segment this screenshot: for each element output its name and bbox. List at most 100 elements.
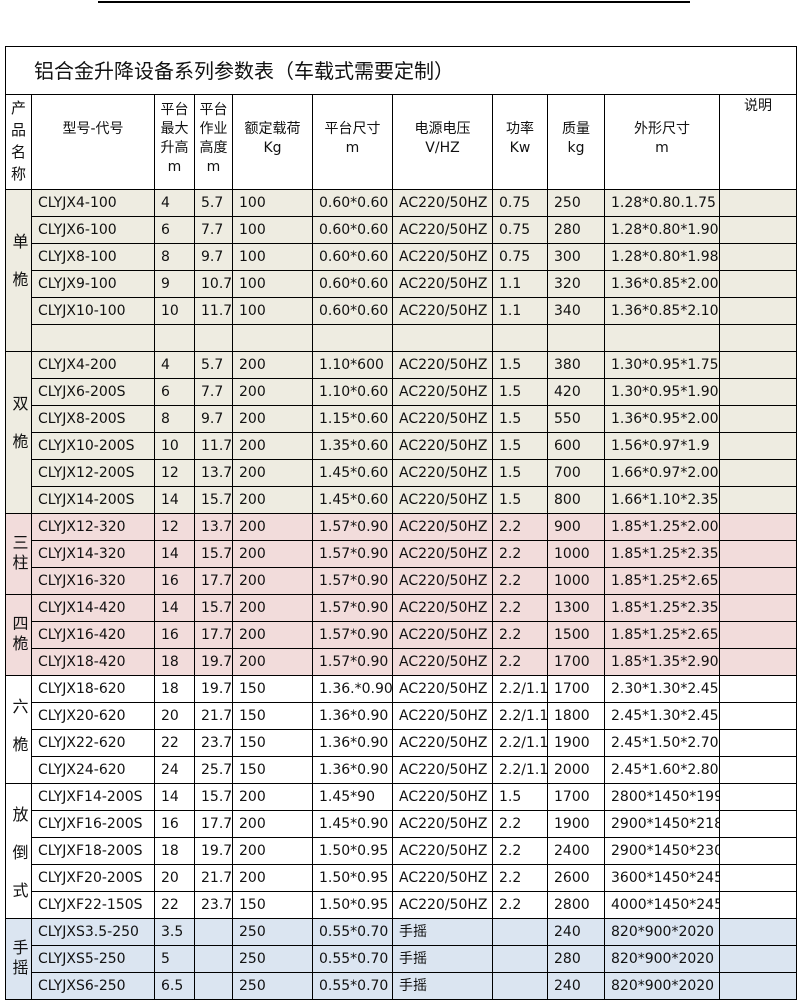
- cell: 1.5: [493, 379, 548, 406]
- cell: [195, 973, 233, 1000]
- cell: 1.28*0.80*1.98: [605, 244, 720, 271]
- header-line: kg: [567, 140, 585, 156]
- group-label-text: 三柱: [9, 534, 29, 574]
- cell: 100: [233, 217, 313, 244]
- cell: CLYJX14-320: [32, 541, 155, 568]
- cell: 21.7: [195, 865, 233, 892]
- cell: 18: [155, 649, 195, 676]
- cell: AC220/50HZ: [393, 244, 493, 271]
- cell: 2800*1450*199: [605, 784, 720, 811]
- cell: 9: [155, 271, 195, 298]
- cell: 2.2/1.1: [493, 703, 548, 730]
- cell: 2.45*1.50*2.70: [605, 730, 720, 757]
- cell: 1.10*600: [313, 352, 393, 379]
- cell: CLYJXS5-250: [32, 946, 155, 973]
- cell: CLYJX12-320: [32, 514, 155, 541]
- cell: 380: [548, 352, 605, 379]
- cell: 0.60*0.60: [313, 271, 393, 298]
- cell: 1.28*0.80.1.75: [605, 190, 720, 217]
- cell: [720, 676, 797, 703]
- cell: CLYJX8-200S: [32, 406, 155, 433]
- group-label-text: 六桅: [9, 698, 29, 774]
- cell: CLYJX10-200S: [32, 433, 155, 460]
- cell: 8: [155, 406, 195, 433]
- cell: [720, 568, 797, 595]
- cell: CLYJX22-620: [32, 730, 155, 757]
- cell: 0.55*0.70: [313, 973, 393, 1000]
- cell: 10: [155, 433, 195, 460]
- cell: 2.2: [493, 892, 548, 919]
- cell: [313, 325, 393, 352]
- cell: 200: [233, 784, 313, 811]
- cell: 1.45*0.90: [313, 811, 393, 838]
- header-line: Kg: [263, 140, 282, 156]
- cell: CLYJXF20-200S: [32, 865, 155, 892]
- cell: [195, 919, 233, 946]
- cell: CLYJX9-100: [32, 271, 155, 298]
- cell: 2.2: [493, 622, 548, 649]
- cell: [720, 946, 797, 973]
- cell: [155, 325, 195, 352]
- cell: 0.75: [493, 190, 548, 217]
- cell: AC220/50HZ: [393, 514, 493, 541]
- cell: 17.7: [195, 622, 233, 649]
- cell: [720, 703, 797, 730]
- cell: 2600: [548, 865, 605, 892]
- cell: CLYJXF16-200S: [32, 811, 155, 838]
- cell: 3.5: [155, 919, 195, 946]
- cell: 14: [155, 784, 195, 811]
- header-line: m: [655, 140, 669, 156]
- group-label-text: 四桅: [9, 615, 29, 655]
- cell: 1.85*1.35*2.90: [605, 649, 720, 676]
- cell: 1.5: [493, 406, 548, 433]
- cell: CLYJX18-420: [32, 649, 155, 676]
- cell: [720, 919, 797, 946]
- cell: 0.55*0.70: [313, 919, 393, 946]
- cell: CLYJXF22-150S: [32, 892, 155, 919]
- cell: 250: [233, 946, 313, 973]
- cell: 20: [155, 865, 195, 892]
- header-cell: 平台尺寸 m: [313, 95, 393, 190]
- cell: CLYJXS3.5-250: [32, 919, 155, 946]
- header-line: V/HZ: [425, 140, 460, 156]
- cell: 2.2/1.1: [493, 676, 548, 703]
- header-line: 平台尺寸: [324, 121, 381, 137]
- cell: 5: [155, 946, 195, 973]
- cell: 13.7: [195, 514, 233, 541]
- header-line: 名: [10, 143, 26, 161]
- cell: AC220/50HZ: [393, 541, 493, 568]
- cell: AC220/50HZ: [393, 838, 493, 865]
- cell: 200: [233, 433, 313, 460]
- header-cell: 外形尺寸 m: [605, 95, 720, 190]
- cell: [720, 352, 797, 379]
- cell: [720, 973, 797, 1000]
- cell: 15.7: [195, 784, 233, 811]
- group-label: 双桅: [5, 352, 32, 514]
- cell: [720, 460, 797, 487]
- cell: AC220/50HZ: [393, 622, 493, 649]
- cell: 1.1: [493, 298, 548, 325]
- cell: AC220/50HZ: [393, 487, 493, 514]
- cell: 1500: [548, 622, 605, 649]
- header-line: 功率: [506, 121, 534, 137]
- cell: 2800: [548, 892, 605, 919]
- cell: 0.60*0.60: [313, 298, 393, 325]
- cell: 19.7: [195, 649, 233, 676]
- cell: 200: [233, 379, 313, 406]
- cell: [720, 487, 797, 514]
- cell: AC220/50HZ: [393, 703, 493, 730]
- cell: 200: [233, 352, 313, 379]
- cell: 17.7: [195, 811, 233, 838]
- cell: [720, 622, 797, 649]
- header-line: 质量: [562, 121, 590, 137]
- cell: 23.7: [195, 892, 233, 919]
- cell: 10: [155, 298, 195, 325]
- cell: 2.2: [493, 811, 548, 838]
- cell: 手摇: [393, 946, 493, 973]
- header-line: 品: [10, 121, 26, 139]
- header-line: 作业: [199, 121, 228, 137]
- cell: 150: [233, 757, 313, 784]
- cell: [195, 325, 233, 352]
- cell: [720, 298, 797, 325]
